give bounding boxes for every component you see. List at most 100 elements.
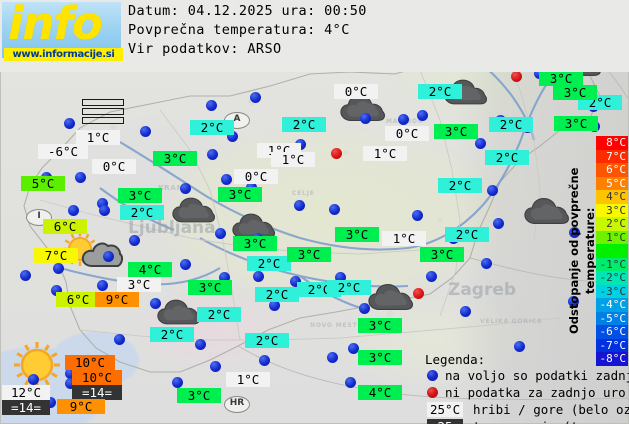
header-info-text: Datum: 04.12.2025 ura: 00:50 Povprečna t… — [128, 2, 367, 59]
scale-cell-6: 6°C — [596, 163, 628, 177]
cloud-icon — [232, 212, 276, 240]
legend-row-0: na voljo so podatki zadnje ure — [425, 367, 629, 384]
station-dot-available[interactable] — [53, 263, 64, 274]
station-dot-available[interactable] — [219, 272, 230, 283]
temperature-chip: 1°C — [226, 372, 270, 387]
station-dot-available[interactable] — [215, 228, 226, 239]
legend-row-1: ni podatka za zadnjo uro — [425, 384, 626, 401]
temperature-chip: 1°C — [363, 146, 407, 161]
station-dot-available[interactable] — [569, 227, 580, 238]
station-dot-available[interactable] — [45, 397, 56, 408]
legend-row-2: 25°C hribi / gore (belo ozadje) — [425, 401, 629, 418]
station-dot-available[interactable] — [75, 172, 86, 183]
station-dot-available[interactable] — [68, 205, 79, 216]
map-region-marker: HR — [224, 396, 250, 413]
station-dot-available[interactable] — [97, 198, 108, 209]
temperature-chip: 3°C — [335, 227, 379, 242]
scale-cell-blank — [596, 244, 628, 258]
legend-row-label: temp. morja (temno ozadje) — [473, 418, 629, 424]
station-dot-available[interactable] — [514, 341, 525, 352]
station-dot-available[interactable] — [398, 114, 409, 125]
station-dot-available[interactable] — [250, 92, 261, 103]
station-dot-available[interactable] — [417, 110, 428, 121]
station-dot-available[interactable] — [327, 352, 338, 363]
station-dot-available[interactable] — [269, 300, 280, 311]
station-dot-available[interactable] — [259, 355, 270, 366]
temperature-chip: 3°C — [553, 85, 597, 100]
temperature-chip: 3°C — [188, 280, 232, 295]
temperature-chip: 3°C — [420, 247, 464, 262]
station-dot-available[interactable] — [195, 339, 206, 350]
station-dot-available[interactable] — [348, 343, 359, 354]
station-dot-available[interactable] — [64, 118, 75, 129]
temperature-chip: 2°C — [245, 333, 289, 348]
temperature-chip: 1°C — [382, 231, 426, 246]
station-dot-available[interactable] — [568, 296, 579, 307]
station-dot-missing[interactable] — [331, 148, 342, 159]
station-dot-available[interactable] — [150, 298, 161, 309]
station-dot-available[interactable] — [99, 205, 110, 216]
logo-website-url[interactable]: www.informacije.si — [4, 48, 123, 61]
temperature-chip: =14= — [72, 385, 122, 400]
station-dot-available[interactable] — [28, 374, 39, 385]
cloud-icon — [524, 196, 570, 226]
station-dot-available[interactable] — [103, 251, 114, 262]
header: info www.informacije.si Datum: 04.12.202… — [0, 0, 629, 72]
station-dot-available[interactable] — [335, 272, 346, 283]
station-dot-available[interactable] — [51, 285, 62, 296]
legend-row-label: ni podatka za zadnjo uro — [445, 385, 626, 400]
station-dot-missing[interactable] — [511, 71, 522, 82]
temperature-chip: 10°C — [65, 355, 115, 370]
station-dot-available[interactable] — [172, 377, 183, 388]
station-dot-available[interactable] — [359, 303, 370, 314]
station-dot-available[interactable] — [481, 258, 492, 269]
station-dot-available[interactable] — [345, 377, 356, 388]
temperature-chip: 9°C — [57, 399, 105, 414]
station-dot-available[interactable] — [129, 235, 140, 246]
station-dot-available[interactable] — [290, 276, 301, 287]
temperature-chip: 3°C — [287, 247, 331, 262]
station-dot-available[interactable] — [65, 378, 76, 389]
station-dot-available[interactable] — [475, 138, 486, 149]
temperature-chip: 2°C — [418, 84, 462, 99]
station-dot-available[interactable] — [493, 218, 504, 229]
temperature-chip: 3°C — [233, 236, 277, 251]
info-logo[interactable]: info www.informacije.si — [2, 0, 123, 61]
station-dot-available[interactable] — [227, 131, 238, 142]
temperature-chip: 2°C — [190, 120, 234, 135]
station-dot-available[interactable] — [207, 149, 218, 160]
cloud-icon — [340, 93, 386, 123]
station-dot-available[interactable] — [329, 204, 340, 215]
station-dot-available[interactable] — [360, 113, 371, 124]
station-dot-available[interactable] — [253, 271, 264, 282]
temperature-chip: 2°C — [197, 307, 241, 322]
station-dot-available[interactable] — [114, 334, 125, 345]
station-dot-available[interactable] — [20, 270, 31, 281]
station-dot-available[interactable] — [180, 259, 191, 270]
station-dot-available[interactable] — [210, 361, 221, 372]
station-dot-available[interactable] — [65, 368, 76, 379]
station-dot-available[interactable] — [294, 200, 305, 211]
station-dot-available[interactable] — [487, 185, 498, 196]
scale-cell-3: 3°C — [596, 203, 628, 218]
station-dot-available[interactable] — [97, 280, 108, 291]
temperature-chip: 4°C — [358, 385, 402, 400]
temperature-chip: 2°C — [438, 178, 482, 193]
temperature-chip: 3°C — [554, 116, 598, 131]
scale-cell-7: 7°C — [596, 149, 628, 164]
temperature-chip: 2°C — [445, 227, 489, 242]
station-dot-available[interactable] — [140, 126, 151, 137]
station-dot-available[interactable] — [460, 306, 471, 317]
station-dot-available[interactable] — [180, 183, 191, 194]
legend-row-3: =25= temp. morja (temno ozadje) — [425, 418, 629, 424]
temperature-chip: 0°C — [334, 84, 378, 99]
station-dot-available[interactable] — [426, 271, 437, 282]
temperature-chip: 10°C — [72, 370, 122, 385]
station-dot-available[interactable] — [412, 210, 423, 221]
temperature-chip: 6°C — [56, 292, 100, 307]
header-date-line: Datum: 04.12.2025 ura: 00:50 — [128, 3, 367, 19]
station-dot-available[interactable] — [221, 174, 232, 185]
station-dot-missing[interactable] — [413, 288, 424, 299]
station-dot-available[interactable] — [206, 100, 217, 111]
scale-cell-1: 1°C — [596, 230, 628, 245]
